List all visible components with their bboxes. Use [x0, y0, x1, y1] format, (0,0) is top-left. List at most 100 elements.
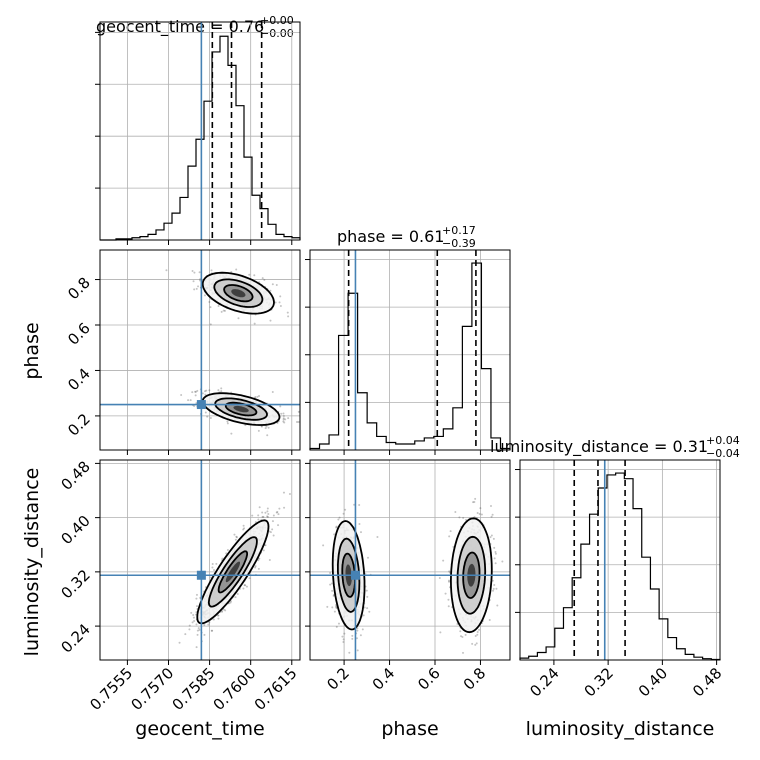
sample-point	[282, 413, 284, 415]
sample-point	[271, 528, 273, 530]
sample-point	[211, 630, 213, 632]
sample-point	[254, 396, 256, 398]
sample-point	[334, 611, 336, 613]
sample-point	[248, 274, 250, 276]
sample-point	[258, 568, 260, 570]
sample-point	[267, 513, 269, 515]
x-tick-label: 0.40	[635, 664, 671, 700]
sample-point	[329, 584, 331, 586]
sample-point	[264, 512, 266, 514]
title-geocent-time: geocent_time = 0.76	[96, 17, 264, 37]
histogram-luminosity_distance	[520, 473, 720, 660]
sample-point	[358, 504, 360, 506]
sample-point	[251, 515, 253, 517]
sample-point	[275, 302, 277, 304]
sample-point	[338, 623, 340, 625]
panel-frame	[100, 22, 300, 240]
sample-point	[235, 268, 237, 270]
sample-point	[343, 513, 345, 515]
sample-point	[263, 279, 265, 281]
sample-point	[276, 511, 278, 513]
sample-point	[287, 312, 289, 314]
sample-point	[474, 498, 476, 500]
sample-point	[458, 516, 460, 518]
sample-point	[254, 567, 256, 569]
sample-point	[165, 269, 167, 271]
sample-point	[244, 584, 246, 586]
sample-point	[233, 534, 235, 536]
x-tick-label: 0.32	[581, 664, 617, 700]
sample-point	[495, 553, 497, 555]
sample-point	[501, 561, 503, 563]
title-phase: phase = 0.61	[337, 227, 444, 246]
sample-point	[215, 563, 217, 565]
sample-point	[326, 606, 328, 608]
panel-frame	[520, 460, 720, 660]
sample-point	[351, 635, 353, 637]
sample-point	[179, 661, 181, 663]
x-tick-label: 0.8	[460, 664, 490, 694]
sample-point	[477, 512, 479, 514]
sample-point	[180, 394, 182, 396]
sample-point	[187, 399, 189, 401]
sample-point	[179, 642, 181, 644]
sample-point	[439, 631, 441, 633]
sample-point	[474, 644, 476, 646]
sample-point	[262, 516, 264, 518]
sample-point	[276, 284, 278, 286]
sample-point	[342, 641, 344, 643]
sample-point	[448, 605, 450, 607]
sample-point	[199, 271, 201, 273]
sample-point	[356, 630, 358, 632]
sample-point	[266, 510, 268, 512]
y-tick-label: 0.32	[57, 566, 93, 602]
title-geocent-time-plus: +0.00	[260, 14, 294, 27]
sample-point	[213, 618, 215, 620]
sample-point	[333, 533, 335, 535]
sample-point	[283, 507, 285, 509]
sample-point	[476, 642, 478, 644]
sample-point	[193, 288, 195, 290]
sample-point	[197, 285, 199, 287]
sample-point	[266, 434, 268, 436]
sample-point	[459, 630, 461, 632]
sample-point	[265, 544, 267, 546]
y-tick-label: 0.2	[64, 410, 94, 440]
sample-point	[261, 511, 263, 513]
sample-point	[193, 272, 195, 274]
sample-point	[287, 315, 289, 317]
sample-point	[287, 417, 289, 419]
y-tick-label: 0.40	[57, 512, 93, 548]
sample-point	[343, 633, 345, 635]
sample-point	[197, 634, 199, 636]
sample-point	[257, 514, 259, 516]
sample-point	[279, 405, 281, 407]
sample-point	[195, 391, 197, 393]
sample-point	[336, 526, 338, 528]
sample-point	[221, 311, 223, 313]
sample-point	[227, 422, 229, 424]
title-phase-minus: −0.39	[442, 237, 476, 250]
sample-point	[284, 418, 286, 420]
truth-marker	[197, 571, 206, 580]
sample-point	[190, 612, 192, 614]
sample-point	[235, 596, 237, 598]
sample-point	[460, 635, 462, 637]
sample-point	[448, 535, 450, 537]
sample-point	[226, 420, 228, 422]
sample-point	[253, 274, 255, 276]
sample-point	[493, 584, 495, 586]
sample-point	[278, 508, 280, 510]
sample-point	[204, 294, 206, 296]
sample-point	[243, 525, 245, 527]
x-tick-label: 0.2	[323, 664, 353, 694]
y-tick-label: 0.24	[57, 620, 93, 656]
sample-point	[492, 514, 494, 516]
sample-point	[217, 614, 219, 616]
sample-point	[280, 413, 282, 415]
sample-point	[331, 582, 333, 584]
sample-point	[331, 590, 333, 592]
sample-point	[205, 412, 207, 414]
sample-point	[246, 586, 248, 588]
